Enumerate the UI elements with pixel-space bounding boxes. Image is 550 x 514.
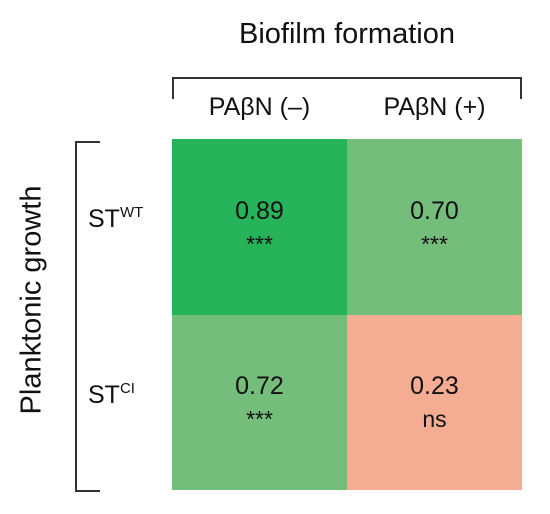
cell-value-label: 0.89 <box>235 196 284 225</box>
cell-value-label: 0.70 <box>410 196 459 225</box>
heatmap-grid: 0.89 *** 0.70 *** 0.72 *** 0.23 ns <box>172 139 522 490</box>
cell-significance-label: *** <box>246 230 273 257</box>
row-group-bracket <box>75 141 100 492</box>
row-header-superscript: CI <box>119 380 135 397</box>
row-header-superscript: WT <box>119 204 144 221</box>
row-header-base: ST <box>88 205 120 233</box>
cell-significance-label: ns <box>422 406 447 433</box>
row-header-base: ST <box>88 381 120 409</box>
heatmap-cell: 0.72 *** <box>172 314 347 490</box>
heatmap-cell: 0.89 *** <box>172 139 347 315</box>
row-axis-label: Planktonic growth <box>15 185 48 415</box>
row-header-st-ci: STCI <box>88 380 135 410</box>
cell-value-label: 0.72 <box>235 372 284 401</box>
chart-title: Biofilm formation <box>239 18 455 50</box>
column-header-pabn-minus: PAβN (–) <box>208 93 311 121</box>
heatmap-cell: 0.23 ns <box>347 314 522 490</box>
column-group-bracket <box>172 77 522 99</box>
cell-value-label: 0.23 <box>410 372 459 401</box>
row-header-st-wt: STWT <box>88 204 143 234</box>
cell-significance-label: *** <box>421 230 448 257</box>
heatmap-cell: 0.70 *** <box>347 139 522 315</box>
column-header-pabn-plus: PAβN (+) <box>383 93 486 121</box>
cell-significance-label: *** <box>246 406 273 433</box>
